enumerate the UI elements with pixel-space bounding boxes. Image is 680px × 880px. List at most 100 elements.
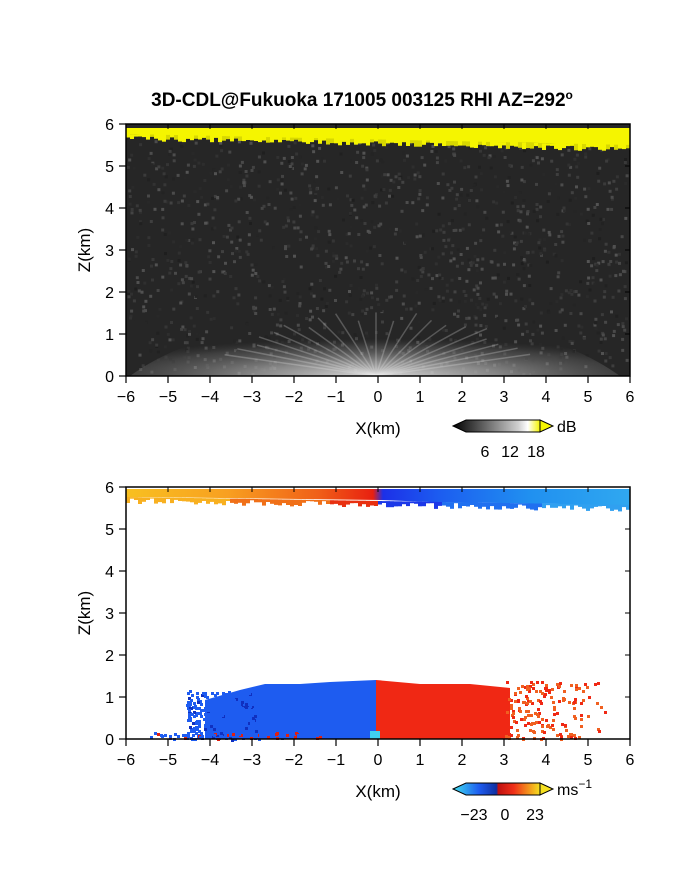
velocity-pixel (189, 726, 192, 729)
noise-pixel (525, 251, 529, 255)
noise-pixel (156, 314, 160, 318)
noise-pixel (514, 196, 518, 199)
noise-pixel (168, 149, 172, 153)
noise-pixel (502, 190, 506, 194)
velocity-pixel (189, 707, 192, 710)
x-tick-label: −3 (243, 752, 261, 769)
velocity-pixel (251, 696, 254, 699)
velocity-pixel (506, 681, 509, 684)
cloud-layer-edge (126, 497, 630, 512)
noise-pixel (502, 280, 506, 284)
noise-pixel (606, 207, 610, 211)
noise-pixel (276, 187, 280, 191)
cloud-edge-pixel (558, 143, 562, 151)
noise-pixel (494, 209, 498, 213)
noise-pixel (140, 290, 144, 294)
noise-pixel (445, 283, 449, 287)
cloud-edge-pixel (194, 135, 198, 139)
beam-ray (375, 338, 487, 377)
noise-pixel (331, 251, 335, 255)
velocity-pixel (203, 709, 206, 712)
noise-pixel (228, 150, 232, 154)
noise-pixel (510, 231, 514, 235)
noise-pixel (388, 194, 391, 198)
noise-pixel (343, 160, 347, 164)
noise-pixel (258, 279, 262, 283)
velocity-pixel (514, 692, 517, 695)
cloud-edge-pixel (534, 142, 538, 147)
cloud-edge-pixel (274, 137, 278, 140)
noise-pixel (191, 280, 195, 284)
noise-pixel (587, 222, 591, 225)
noise-pixel (246, 252, 250, 256)
noise-pixel (588, 288, 592, 292)
noise-pixel (397, 186, 401, 189)
velocity-pixel (205, 709, 208, 712)
cloud-edge-pixel (618, 504, 622, 512)
velocity-pixel (254, 706, 257, 709)
noise-pixel (256, 275, 260, 278)
velocity-pixel (580, 718, 583, 721)
velocity-pixel (230, 734, 233, 737)
velocity-pixel (545, 684, 548, 687)
noise-pixel (130, 211, 134, 215)
noise-pixel (560, 230, 564, 234)
velocity-pixel (235, 710, 238, 713)
noise-pixel (339, 267, 343, 271)
colorbar: ms−1 −23 0 23 (451, 777, 592, 824)
noise-pixel (176, 173, 180, 177)
cloud-edge-pixel (490, 502, 494, 507)
velocity-pixel (578, 736, 581, 739)
velocity-pixel (188, 712, 191, 715)
noise-pixel (437, 255, 441, 259)
velocity-pixel (220, 732, 223, 735)
beam-ray (224, 354, 377, 377)
velocity-pixel (232, 705, 235, 708)
noise-pixel (624, 216, 628, 220)
cloud-edge-pixel (374, 139, 378, 142)
velocity-pixel (268, 732, 271, 735)
noise-pixel (542, 172, 546, 176)
noise-pixel (518, 219, 522, 223)
cloud-edge-pixel (138, 497, 142, 504)
cloud-edge-pixel (350, 500, 354, 504)
cloud-edge-pixel (362, 139, 366, 144)
noise-pixel (249, 141, 253, 145)
noise-pixel (520, 178, 524, 182)
noise-pixel (151, 258, 155, 261)
velocity-pixel (222, 724, 225, 727)
noise-pixel (292, 280, 296, 284)
noise-pixel (472, 183, 476, 187)
noise-pixel (165, 200, 169, 204)
noise-pixel (388, 188, 392, 192)
noise-pixel (355, 161, 359, 164)
velocity-pixel (530, 681, 533, 684)
noise-pixel (593, 282, 597, 286)
cloud-edge-pixel (326, 138, 330, 145)
noise-pixel (625, 358, 629, 362)
velocity-pixel (510, 699, 513, 702)
noise-pixel (157, 165, 161, 169)
velocity-pixel (541, 718, 544, 721)
noise-pixel (206, 310, 210, 314)
noise-pixel (183, 328, 187, 332)
velocity-pixel (221, 714, 224, 717)
noise-pixel (254, 306, 258, 310)
cloud-edge-pixel (146, 497, 150, 500)
velocity-pixel (246, 714, 249, 717)
noise-pixel (188, 332, 191, 336)
cloud-edge-pixel (250, 499, 254, 501)
cloud-edge-pixel (194, 498, 198, 505)
beam-ray (375, 312, 418, 377)
noise-pixel (213, 240, 217, 244)
velocity-pixel (204, 695, 207, 698)
boundary-layer-velocity-positive (376, 680, 510, 739)
noise-pixel (177, 251, 181, 255)
velocity-pixel (231, 723, 234, 726)
velocity-pixel (510, 707, 513, 710)
cloud-edge-pixel (550, 143, 554, 146)
noise-pixel (515, 241, 519, 245)
cloud-edge-pixel (246, 498, 250, 504)
noise-pixel (421, 270, 425, 274)
velocity-pixel (242, 693, 245, 696)
